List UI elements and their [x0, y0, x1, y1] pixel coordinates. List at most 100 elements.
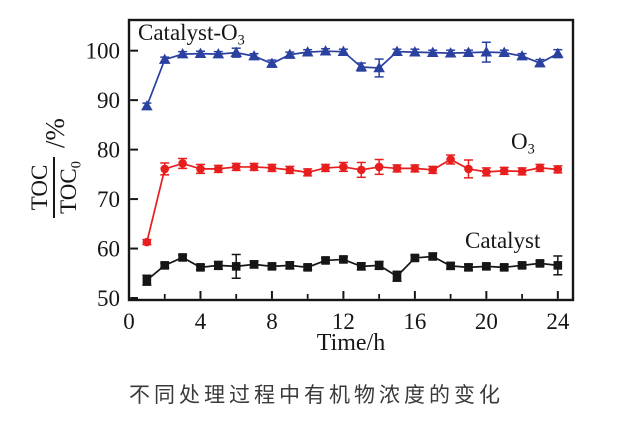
series-label-o3-subscript: 3: [527, 141, 535, 158]
circle-marker: [410, 164, 420, 173]
y-tick-label: 70: [97, 187, 120, 212]
square-marker: [214, 261, 223, 270]
x-tick-label: 24: [546, 309, 570, 334]
y-axis-denominator-subscript: 0: [68, 161, 85, 169]
circle-marker: [356, 165, 366, 175]
circle-marker: [535, 163, 545, 173]
series-o3: [142, 154, 563, 247]
triangle-marker: [301, 46, 314, 57]
series-label-catalyst-o3: Catalyst-O3: [138, 20, 245, 49]
y-tick-label: 100: [86, 39, 121, 64]
square-marker: [196, 263, 205, 272]
square-marker: [553, 261, 563, 270]
x-tick-label: 16: [403, 309, 426, 334]
triangle-marker: [212, 48, 225, 59]
y-tick-label: 50: [97, 286, 120, 311]
square-marker: [446, 261, 455, 271]
square-marker: [482, 262, 491, 271]
x-tick-label: 8: [266, 309, 278, 334]
circle-marker: [285, 165, 295, 175]
square-marker: [392, 271, 402, 281]
triangle-marker: [355, 60, 368, 72]
square-marker: [517, 261, 527, 270]
circle-marker: [464, 164, 473, 174]
triangle-marker: [409, 46, 421, 57]
circle-marker: [196, 164, 205, 174]
chart-canvas: 50 60 70 80 90 100 0 4 8 12 16 20 24: [86, 18, 575, 334]
series-label-catalyst: Catalyst: [465, 228, 541, 253]
triangle-marker: [444, 47, 457, 58]
circle-marker: [374, 162, 384, 172]
circle-marker: [231, 162, 241, 172]
square-marker: [178, 253, 187, 262]
triangle-marker: [266, 57, 278, 68]
circle-marker: [339, 162, 348, 172]
circle-marker: [392, 164, 402, 173]
y-axis-fraction: TOC TOC0: [26, 157, 86, 218]
circle-marker: [482, 167, 491, 177]
circle-marker: [428, 165, 438, 175]
triangle-marker: [462, 46, 475, 57]
triangle-marker: [480, 46, 493, 57]
square-marker: [410, 253, 420, 263]
triangle-marker: [176, 48, 189, 59]
x-tick-label: 20: [475, 309, 498, 334]
square-marker: [374, 261, 384, 270]
y-tick-label: 80: [97, 138, 120, 163]
triangle-marker: [194, 47, 207, 58]
x-tick-label: 0: [123, 309, 135, 334]
series-label-o3: O3: [511, 129, 535, 158]
square-marker: [231, 262, 241, 271]
y-axis-denominator: TOC0: [56, 161, 85, 214]
square-marker: [267, 262, 277, 271]
triangle-marker: [391, 45, 403, 56]
triangle-marker: [552, 47, 564, 58]
triangle-marker: [284, 48, 296, 59]
square-marker: [339, 255, 348, 264]
circle-marker: [160, 164, 170, 174]
series-line: [146, 255, 558, 281]
y-axis-unit: /%: [39, 118, 70, 149]
triangle-marker: [534, 57, 546, 68]
x-axis-label: Time/h: [316, 330, 386, 356]
circle-marker: [249, 162, 259, 172]
triangle-marker: [248, 50, 260, 61]
circle-marker: [553, 165, 563, 174]
square-marker: [464, 263, 473, 272]
square-marker: [499, 263, 509, 272]
triangle-marker: [319, 45, 332, 56]
series-label-catalyst-o3-subscript: 3: [237, 32, 245, 49]
circle-marker: [303, 168, 312, 177]
square-marker: [142, 275, 152, 285]
triangle-marker: [426, 46, 439, 57]
triangle-marker: [516, 50, 528, 61]
square-marker: [285, 261, 295, 270]
square-marker: [535, 259, 545, 268]
triangle-marker: [373, 61, 385, 73]
x-tick-label: 12: [332, 309, 355, 334]
x-tick-label: 4: [195, 309, 207, 334]
square-marker: [321, 256, 330, 265]
triangle-marker: [498, 46, 511, 57]
series-catalyst: [142, 252, 563, 286]
square-marker: [160, 261, 170, 270]
circle-marker: [499, 166, 509, 176]
series-catalyst-o3: [141, 41, 564, 111]
figure-caption: 不同处理过程中有机物浓度的变化: [129, 383, 504, 407]
circle-marker: [446, 155, 455, 164]
square-marker: [356, 262, 366, 271]
circle-marker: [178, 159, 187, 168]
circle-marker: [142, 237, 152, 247]
triangle-marker: [337, 45, 350, 56]
square-marker: [428, 252, 438, 261]
circle-marker: [321, 163, 330, 173]
square-marker: [303, 263, 312, 272]
circle-marker: [517, 167, 527, 176]
triangle-marker: [141, 100, 153, 111]
square-marker: [249, 260, 259, 269]
y-tick-label: 60: [97, 237, 120, 262]
circle-marker: [214, 164, 223, 174]
circle-marker: [267, 163, 277, 173]
y-axis-label: TOC TOC0 /%: [22, 96, 90, 240]
